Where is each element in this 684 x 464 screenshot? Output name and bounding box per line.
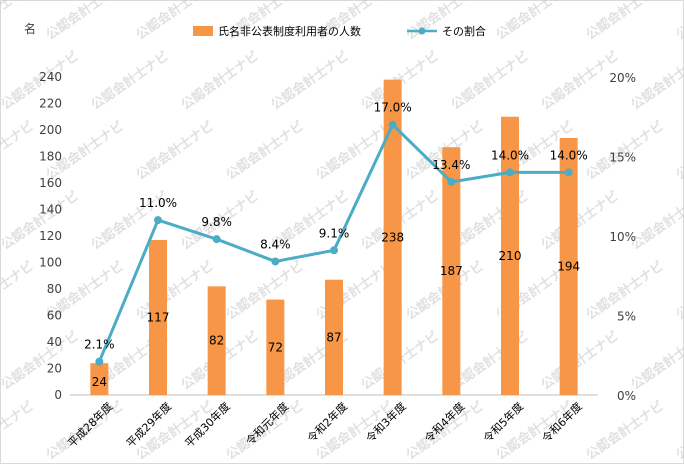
y-left-tick-label: 240 — [39, 70, 62, 84]
watermark-text: 公認会計士ナビ — [0, 188, 82, 253]
y-left-tick-label: 200 — [39, 123, 62, 137]
bar-value-label: 210 — [499, 249, 522, 263]
watermark-text: 公認会計士ナビ — [493, 0, 577, 43]
ratio-point — [212, 235, 221, 244]
ratio-value-label: 9.8% — [201, 215, 232, 229]
watermark-text: 公認会計士ナビ — [493, 398, 577, 463]
watermark-text: 公認会計士ナビ — [0, 118, 37, 183]
bar — [559, 137, 578, 395]
watermark-text: 公認会計士ナビ — [223, 118, 307, 183]
y-left-tick-label: 120 — [39, 229, 62, 243]
x-tick-label: 平成28年度 — [65, 399, 116, 450]
watermark-text: 公認会計士ナビ — [628, 328, 684, 393]
y-left-tick-label: 140 — [39, 203, 62, 217]
line-series: 2.1% 11.0% 9.8% 8.4% 9.1% 17.0% 13.4% 14.0% 14.0… — [84, 101, 588, 366]
bar-value-label: 82 — [209, 334, 224, 348]
watermark-text: 公認会計士ナビ — [178, 48, 262, 113]
ratio-point — [154, 216, 162, 225]
y-right-tick-label: 15% — [609, 151, 636, 165]
watermark-text: 公認会計士ナビ — [448, 188, 532, 253]
ratio-value-label: 8.4% — [260, 237, 291, 251]
watermark-text: 公認会計士ナビ — [223, 258, 307, 323]
y-left-tick-label: 0 — [54, 388, 62, 402]
bar-value-label: 187 — [440, 264, 463, 278]
bar — [383, 79, 402, 396]
y-left-tick-label: 220 — [39, 97, 62, 111]
bar — [442, 147, 461, 395]
watermark-text: 公認会計士ナビ — [0, 398, 37, 463]
legend: 氏名非公表制度利用者の人数 その割合 — [193, 24, 486, 38]
ratio-value-label: 14.0% — [491, 148, 529, 162]
y-left-tick-label: 160 — [39, 176, 62, 190]
y-left-tick-label: 100 — [39, 256, 62, 270]
bar-value-label: 194 — [557, 259, 580, 273]
bar-value-label: 87 — [326, 330, 341, 344]
watermark-text: 公認会計士ナビ — [583, 0, 667, 43]
bar-value-label: 72 — [268, 340, 283, 354]
ratio-point — [388, 120, 397, 129]
y-left-tick-label: 80 — [47, 282, 62, 296]
watermark-text: 公認会計士ナビ — [133, 0, 217, 43]
watermark-text: 公認会計士ナビ — [268, 48, 352, 113]
legend-marker-line — [418, 27, 426, 35]
watermark-text: 公認会計士ナビ — [673, 0, 684, 43]
ratio-point — [447, 177, 456, 186]
ratio-value-label: 2.1% — [84, 338, 115, 352]
bar — [266, 299, 285, 395]
watermark-text: 公認会計士ナビ — [0, 328, 82, 393]
y-right-tick-label: 10% — [609, 230, 636, 244]
ratio-value-label: 11.0% — [139, 196, 177, 210]
bar — [207, 286, 226, 395]
bar-value-label: 24 — [92, 375, 107, 389]
watermark-text: 公認会計士ナビ — [448, 48, 532, 113]
watermark-text: 公認会計士ナビ — [628, 48, 684, 113]
ratio-point — [330, 246, 338, 255]
y-right-tick-label: 20% — [609, 71, 636, 85]
watermark-text: 公認会計士ナビ — [538, 328, 622, 393]
ratio-point — [271, 257, 280, 266]
watermark-text: 公認会計士ナビ — [0, 258, 37, 323]
y-left-tick-label: 40 — [47, 335, 62, 349]
watermark-text: 公認会計士ナビ — [673, 118, 684, 183]
bar — [149, 239, 167, 395]
bar-series: 24 117 82 72 87 238 187 210 194 — [90, 79, 580, 396]
ratio-value-label: 17.0% — [374, 101, 412, 115]
watermark-text: 公認会計士ナビ — [133, 118, 217, 183]
y-left-tick-label: 60 — [47, 309, 62, 323]
bar — [325, 279, 343, 395]
watermark-text: 公認会計士ナビ — [43, 0, 127, 43]
bar-value-label: 117 — [147, 310, 170, 324]
y-right-tick-label: 5% — [617, 310, 636, 324]
ratio-value-label: 9.1% — [319, 226, 350, 240]
watermark-text: 公認会計士ナビ — [673, 258, 684, 323]
ratio-value-label: 14.0% — [550, 148, 588, 162]
y-right-tick-label: 0% — [617, 389, 636, 403]
watermark-text: 公認会計士ナビ — [448, 328, 532, 393]
watermark-text: 公認会計士ナビ — [88, 48, 172, 113]
ratio-point — [506, 168, 514, 177]
legend-label-line: その割合 — [442, 24, 486, 38]
legend-label-bars: 氏名非公表制度利用者の人数 — [218, 24, 361, 38]
y-left-tick-label: 180 — [39, 150, 62, 164]
watermark-text: 公認会計士ナビ — [673, 398, 684, 463]
watermark-text: 公認会計士ナビ — [628, 188, 684, 253]
bar — [90, 363, 109, 395]
ratio-point — [564, 168, 573, 177]
bar — [501, 116, 519, 395]
ratio-point — [95, 357, 104, 366]
watermark-text: 公認会計士ナビ — [583, 398, 667, 463]
y-left-tick-label: 20 — [47, 362, 62, 376]
bar-value-label: 238 — [381, 230, 404, 244]
y-left-unit-label: 名 — [24, 21, 36, 36]
legend-swatch-bars — [193, 26, 213, 36]
ratio-value-label: 13.4% — [432, 158, 470, 172]
